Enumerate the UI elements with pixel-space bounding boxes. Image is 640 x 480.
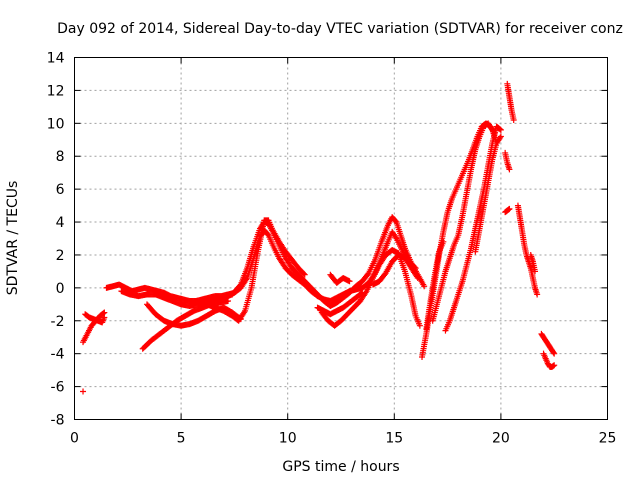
series-track-J xyxy=(314,289,366,318)
data-point xyxy=(359,289,366,296)
y-tick-label: 14 xyxy=(47,51,65,67)
series-track-K xyxy=(327,271,353,286)
series-track-V xyxy=(527,251,539,275)
data-point xyxy=(346,278,353,285)
data-point xyxy=(100,310,107,317)
data-point xyxy=(421,283,428,290)
x-tick-label: 20 xyxy=(492,431,510,447)
data-point xyxy=(358,290,365,297)
series-track-W xyxy=(538,330,558,357)
y-tick-label: 12 xyxy=(47,83,65,99)
x-tick-label: 10 xyxy=(279,431,297,447)
data-point xyxy=(551,362,558,369)
y-axis-label: SDTVAR / TECUs xyxy=(5,181,21,296)
y-tick-label: 2 xyxy=(56,248,65,264)
data-point xyxy=(497,126,504,133)
y-tick-label: -6 xyxy=(51,380,65,396)
data-point xyxy=(506,205,513,212)
axis-ticks: 0 5 10 15 20 25 -8 -6 -4 -2 0 2 4 6 8 10 12 14 xyxy=(47,51,617,447)
data-point xyxy=(506,166,513,173)
x-tick-label: 0 xyxy=(70,431,79,447)
y-tick-label: 4 xyxy=(56,215,65,231)
y-tick-label: -4 xyxy=(51,347,65,363)
series-track-U xyxy=(514,202,541,298)
series-track-O xyxy=(423,238,447,332)
series-track-S xyxy=(502,149,513,173)
series-track-C xyxy=(80,388,87,395)
chart-title: Day 092 of 2014, Sidereal Day-to-day VTE… xyxy=(57,21,623,37)
series-track-H xyxy=(203,217,308,324)
x-tick-label: 25 xyxy=(599,431,617,447)
data-point xyxy=(301,271,308,278)
data-point xyxy=(225,298,232,305)
data-point xyxy=(440,238,447,245)
data-point xyxy=(497,126,504,133)
series-track-T xyxy=(502,205,513,216)
y-tick-label: -2 xyxy=(51,314,65,330)
data-point xyxy=(497,134,504,141)
x-tick-label: 15 xyxy=(385,431,403,447)
data-point xyxy=(416,322,423,329)
y-tick-label: 8 xyxy=(56,149,65,165)
series-track-P xyxy=(442,123,504,334)
y-tick-label: 0 xyxy=(56,281,65,297)
y-tick-label: 6 xyxy=(56,182,65,198)
data-point xyxy=(101,314,108,321)
data-point xyxy=(300,270,307,277)
y-tick-label: 10 xyxy=(47,116,65,132)
grid xyxy=(74,57,608,420)
data-point xyxy=(392,234,399,241)
series-track-Q xyxy=(472,133,504,255)
data-point xyxy=(497,133,504,140)
series-track-B xyxy=(82,311,108,326)
series-track-X xyxy=(540,350,558,370)
series-track-R xyxy=(504,80,517,124)
x-axis-label: GPS time / hours xyxy=(282,459,399,475)
series-track-L xyxy=(369,251,421,288)
y-tick-label: -8 xyxy=(51,413,65,429)
data-points xyxy=(80,80,558,395)
data-point xyxy=(364,271,371,278)
data-point xyxy=(534,291,541,298)
series-track-I xyxy=(318,247,423,329)
data-point xyxy=(532,268,539,275)
plot-frame xyxy=(74,57,608,420)
data-point xyxy=(550,349,557,356)
x-tick-label: 5 xyxy=(177,431,186,447)
data-point xyxy=(551,350,558,357)
data-point xyxy=(80,388,87,395)
data-point xyxy=(510,117,517,124)
data-point xyxy=(414,274,421,281)
series-track-N xyxy=(429,120,500,324)
